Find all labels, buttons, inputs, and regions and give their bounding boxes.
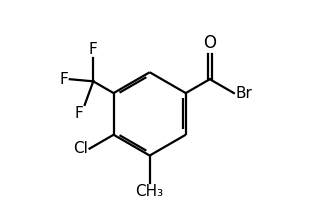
Text: Cl: Cl <box>74 141 88 156</box>
Text: F: F <box>89 42 98 57</box>
Text: F: F <box>75 106 84 121</box>
Text: F: F <box>60 72 69 87</box>
Text: O: O <box>203 34 216 52</box>
Text: Br: Br <box>236 86 253 101</box>
Text: CH₃: CH₃ <box>136 184 164 199</box>
